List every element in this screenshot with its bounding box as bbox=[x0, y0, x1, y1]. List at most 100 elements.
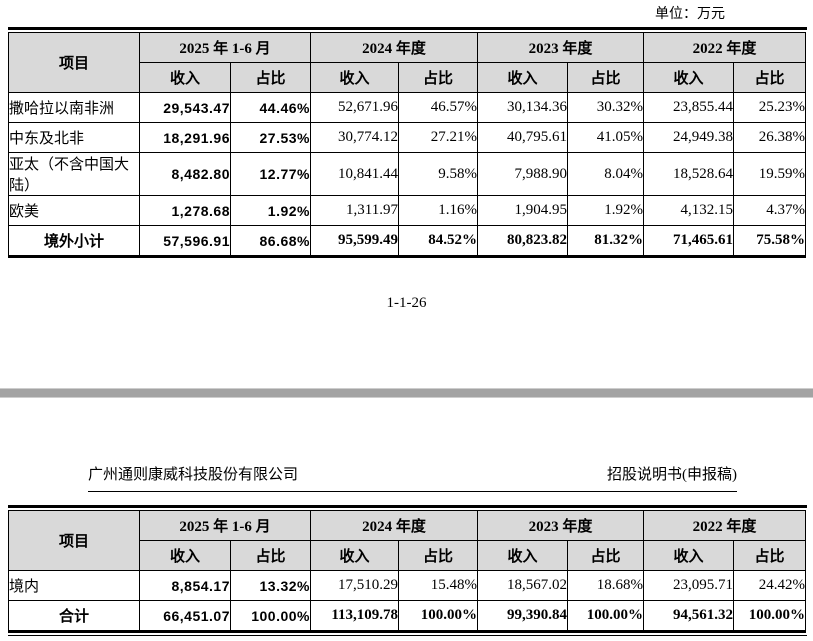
row-label: 撒哈拉以南非洲 bbox=[8, 92, 140, 123]
column-header-item: 项目 bbox=[8, 32, 140, 93]
column-header-income: 收入 bbox=[139, 62, 231, 93]
table-cell: 1.92% bbox=[567, 195, 645, 226]
table-cell: 94,561.32 bbox=[643, 600, 735, 632]
column-header-period-2025: 2025 年 1-6 月 bbox=[139, 510, 311, 541]
table-cell: 44.46% bbox=[230, 92, 311, 123]
column-header-income: 收入 bbox=[310, 540, 399, 571]
table-row: 欧美 1,278.68 1.92% 1,311.97 1.16% 1,904.9… bbox=[8, 195, 807, 226]
table-cell: 81.32% bbox=[567, 225, 645, 257]
column-header-ratio: 占比 bbox=[230, 540, 311, 571]
column-header-period-2022: 2022 年度 bbox=[643, 510, 807, 541]
table-cell: 1,278.68 bbox=[139, 195, 231, 226]
table-header-row: 项目 2025 年 1-6 月 2024 年度 2023 年度 2022 年度 bbox=[8, 510, 807, 571]
table-cell: 13.32% bbox=[230, 570, 311, 601]
column-header-income: 收入 bbox=[139, 540, 231, 571]
table-cell: 26.38% bbox=[733, 122, 807, 153]
column-header-ratio: 占比 bbox=[733, 62, 807, 93]
column-header-income: 收入 bbox=[643, 540, 735, 571]
column-header-period-2024: 2024 年度 bbox=[309, 32, 479, 63]
column-header-income: 收入 bbox=[477, 540, 569, 571]
table-cell: 40,795.61 bbox=[477, 122, 569, 153]
table-cell: 100.00% bbox=[397, 600, 479, 632]
table-cell: 100.00% bbox=[230, 600, 311, 632]
table-cell: 113,109.78 bbox=[310, 600, 399, 632]
table-cell: 4,132.15 bbox=[643, 195, 735, 226]
table-cell: 10,841.44 bbox=[310, 152, 399, 196]
column-header-income: 收入 bbox=[643, 62, 735, 93]
table-cell: 57,596.91 bbox=[139, 225, 231, 257]
table-cell: 75.58% bbox=[733, 225, 807, 257]
overseas-revenue-table: 项目 2025 年 1-6 月 2024 年度 2023 年度 2022 年度 … bbox=[8, 32, 807, 258]
table-header-row: 项目 2025 年 1-6 月 2024 年度 2023 年度 2022 年度 bbox=[8, 32, 807, 93]
table-cell: 86.68% bbox=[230, 225, 311, 257]
table-cell: 8,482.80 bbox=[139, 152, 231, 196]
table-row: 境内 8,854.17 13.32% 17,510.29 15.48% 18,5… bbox=[8, 570, 807, 601]
table-cell: 27.21% bbox=[397, 122, 479, 153]
table-cell: 4.37% bbox=[733, 195, 807, 226]
table-cell: 95,599.49 bbox=[310, 225, 399, 257]
column-header-ratio: 占比 bbox=[733, 540, 807, 571]
table-subheader-row: 收入 占比 收入 占比 收入 占比 收入 占比 bbox=[9, 540, 807, 571]
column-header-period-2023: 2023 年度 bbox=[477, 32, 645, 63]
domestic-revenue-table-wrap: 项目 2025 年 1-6 月 2024 年度 2023 年度 2022 年度 … bbox=[8, 505, 807, 636]
row-label: 合计 bbox=[8, 600, 140, 632]
table-cell: 30.32% bbox=[567, 92, 645, 123]
unit-label: 单位：万元 bbox=[655, 7, 725, 22]
table-cell: 19.59% bbox=[733, 152, 807, 196]
table-subheader-row: 收入 占比 收入 占比 收入 占比 收入 占比 bbox=[9, 62, 807, 93]
column-header-ratio: 占比 bbox=[397, 540, 479, 571]
table-cell: 84.52% bbox=[397, 225, 479, 257]
table-cell: 29,543.47 bbox=[139, 92, 231, 123]
table-cell: 17,510.29 bbox=[310, 570, 399, 601]
table-cell: 80,823.82 bbox=[477, 225, 569, 257]
column-header-period-2023: 2023 年度 bbox=[477, 510, 645, 541]
column-header-ratio: 占比 bbox=[567, 540, 645, 571]
page-number: 1-1-26 bbox=[386, 295, 427, 311]
table-cell: 1,904.95 bbox=[477, 195, 569, 226]
table-cell: 1.16% bbox=[397, 195, 479, 226]
table-cell: 100.00% bbox=[733, 600, 807, 632]
page-separator-bar bbox=[0, 388, 813, 398]
table-cell: 9.58% bbox=[397, 152, 479, 196]
table-row: 撒哈拉以南非洲 29,543.47 44.46% 52,671.96 46.57… bbox=[8, 92, 807, 123]
table-cell: 71,465.61 bbox=[643, 225, 735, 257]
column-header-period-2025: 2025 年 1-6 月 bbox=[139, 32, 311, 63]
column-header-period-2022: 2022 年度 bbox=[643, 32, 807, 63]
row-label: 境内 bbox=[8, 570, 140, 601]
table-cell: 24,949.38 bbox=[643, 122, 735, 153]
table-cell: 1,311.97 bbox=[310, 195, 399, 226]
row-label: 中东及北非 bbox=[8, 122, 140, 153]
table-cell: 23,855.44 bbox=[643, 92, 735, 123]
table-cell: 7,988.90 bbox=[477, 152, 569, 196]
table-cell: 1.92% bbox=[230, 195, 311, 226]
row-label: 境外小计 bbox=[8, 225, 140, 257]
page-header: 广州通则康威科技股份有限公司 招股说明书(申报稿) bbox=[88, 460, 737, 492]
table-cell: 27.53% bbox=[230, 122, 311, 153]
table-cell: 100.00% bbox=[567, 600, 645, 632]
table-cell: 99,390.84 bbox=[477, 600, 569, 632]
column-header-ratio: 占比 bbox=[567, 62, 645, 93]
table-row-total: 合计 66,451.07 100.00% 113,109.78 100.00% … bbox=[8, 600, 807, 632]
table-cell: 66,451.07 bbox=[139, 600, 231, 632]
table-cell: 18,291.96 bbox=[139, 122, 231, 153]
table-cell: 24.42% bbox=[733, 570, 807, 601]
table-cell: 12.77% bbox=[230, 152, 311, 196]
table-cell: 30,774.12 bbox=[310, 122, 399, 153]
table-cell: 15.48% bbox=[397, 570, 479, 601]
column-header-item: 项目 bbox=[8, 510, 140, 571]
row-label: 欧美 bbox=[8, 195, 140, 226]
table-row-subtotal: 境外小计 57,596.91 86.68% 95,599.49 84.52% 8… bbox=[8, 225, 807, 257]
column-header-ratio: 占比 bbox=[230, 62, 311, 93]
table-cell: 46.57% bbox=[397, 92, 479, 123]
table-cell: 25.23% bbox=[733, 92, 807, 123]
table-cell: 18,528.64 bbox=[643, 152, 735, 196]
table-cell: 52,671.96 bbox=[310, 92, 399, 123]
table-row: 亚太（不含中国大陆） 8,482.80 12.77% 10,841.44 9.5… bbox=[8, 152, 807, 196]
row-label: 亚太（不含中国大陆） bbox=[8, 152, 140, 196]
table-cell: 18,567.02 bbox=[477, 570, 569, 601]
column-header-ratio: 占比 bbox=[397, 62, 479, 93]
column-header-period-2024: 2024 年度 bbox=[309, 510, 479, 541]
table-cell: 18.68% bbox=[567, 570, 645, 601]
table-cell: 41.05% bbox=[567, 122, 645, 153]
